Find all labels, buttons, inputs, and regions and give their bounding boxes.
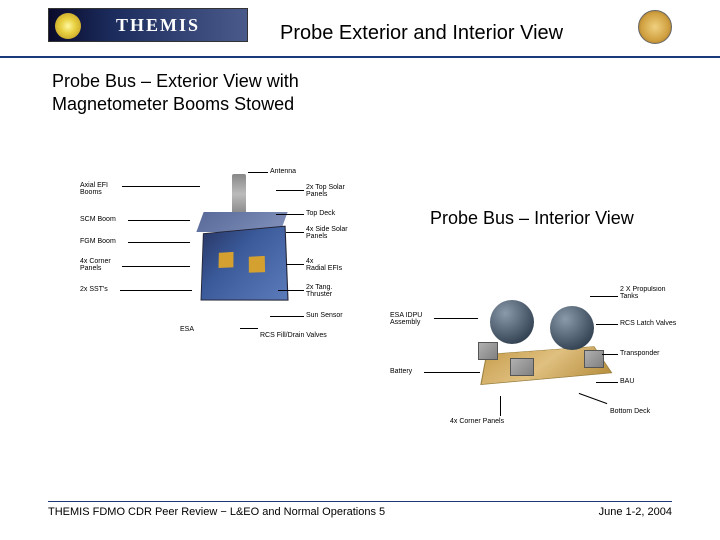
leader-line <box>248 172 268 173</box>
leader-line <box>596 324 618 325</box>
label-corner-panels-int: 4x Corner Panels <box>450 418 504 425</box>
leader-line <box>276 214 304 215</box>
label-radial-efis: 4x Radial EFIs <box>306 258 342 272</box>
label-sun-sensor: Sun Sensor <box>306 312 343 319</box>
component-box <box>478 342 498 360</box>
leader-line <box>286 232 304 233</box>
slide-header: THEMIS Probe Exterior and Interior View <box>0 0 720 58</box>
antenna-shape <box>232 174 246 214</box>
leader-line <box>276 190 304 191</box>
leader-line <box>278 290 304 291</box>
interior-caption: Probe Bus – Interior View <box>430 208 634 229</box>
probe-body-shape <box>201 226 289 301</box>
label-transponder: Transponder <box>620 350 659 357</box>
slide-footer: THEMIS FDMO CDR Peer Review − L&EO and N… <box>48 501 672 518</box>
label-drain-valves: RCS Fill/Drain Valves <box>260 332 327 339</box>
component-box <box>584 350 604 368</box>
label-latch-valves: RCS Latch Valves <box>620 320 676 327</box>
leader-line <box>128 242 190 243</box>
label-prop-tanks: 2 X Propulsion Tanks <box>620 286 666 300</box>
exterior-diagram: Axial EFI Booms SCM Boom FGM Boom 4x Cor… <box>80 168 380 378</box>
label-bau: BAU <box>620 378 634 385</box>
mission-badge-icon <box>638 10 672 44</box>
label-top-deck: Top Deck <box>306 210 335 217</box>
leader-line <box>270 316 304 317</box>
label-battery: Battery <box>390 368 412 375</box>
propulsion-tank-shape <box>550 306 594 350</box>
leader-line <box>590 296 618 297</box>
leader-line <box>128 220 190 221</box>
label-scm-boom: SCM Boom <box>80 216 116 223</box>
label-esa: ESA <box>180 326 194 333</box>
leader-line <box>596 382 618 383</box>
label-ssts: 2x SST's <box>80 286 108 293</box>
label-idpu: ESA IDPU Assembly <box>390 312 422 326</box>
leader-line <box>434 318 478 319</box>
leader-line <box>286 264 304 265</box>
label-thruster: 2x Tang. Thruster <box>306 284 332 298</box>
slide-content: Probe Bus – Exterior View with Magnetome… <box>0 58 720 498</box>
label-axial-efi: Axial EFI Booms <box>80 182 108 196</box>
label-antenna: Antenna <box>270 168 296 175</box>
leader-line <box>122 186 200 187</box>
leader-line <box>122 266 190 267</box>
leader-line <box>579 393 608 404</box>
label-corner-panels: 4x Corner Panels <box>80 258 111 272</box>
leader-line <box>424 372 480 373</box>
leader-line <box>240 328 258 329</box>
themis-logo: THEMIS <box>48 8 248 42</box>
propulsion-tank-shape <box>490 300 534 344</box>
interior-diagram: ESA IDPU Assembly Battery 4x Corner Pane… <box>390 258 690 458</box>
leader-line <box>500 396 501 416</box>
leader-line <box>602 354 618 355</box>
label-bottom-deck: Bottom Deck <box>610 408 650 415</box>
exterior-caption: Probe Bus – Exterior View with Magnetome… <box>52 70 299 115</box>
component-box <box>510 358 534 376</box>
logo-text: THEMIS <box>116 15 200 36</box>
label-top-solar: 2x Top Solar Panels <box>306 184 345 198</box>
label-side-solar: 4x Side Solar Panels <box>306 226 348 240</box>
footer-left: THEMIS FDMO CDR Peer Review − L&EO and N… <box>48 506 385 518</box>
leader-line <box>120 290 192 291</box>
gold-panel-icon <box>219 252 234 268</box>
footer-right: June 1-2, 2004 <box>599 506 672 518</box>
logo-sun-icon <box>55 13 81 39</box>
label-fgm-boom: FGM Boom <box>80 238 116 245</box>
slide-title: Probe Exterior and Interior View <box>280 22 563 45</box>
gold-panel-icon <box>249 256 265 273</box>
